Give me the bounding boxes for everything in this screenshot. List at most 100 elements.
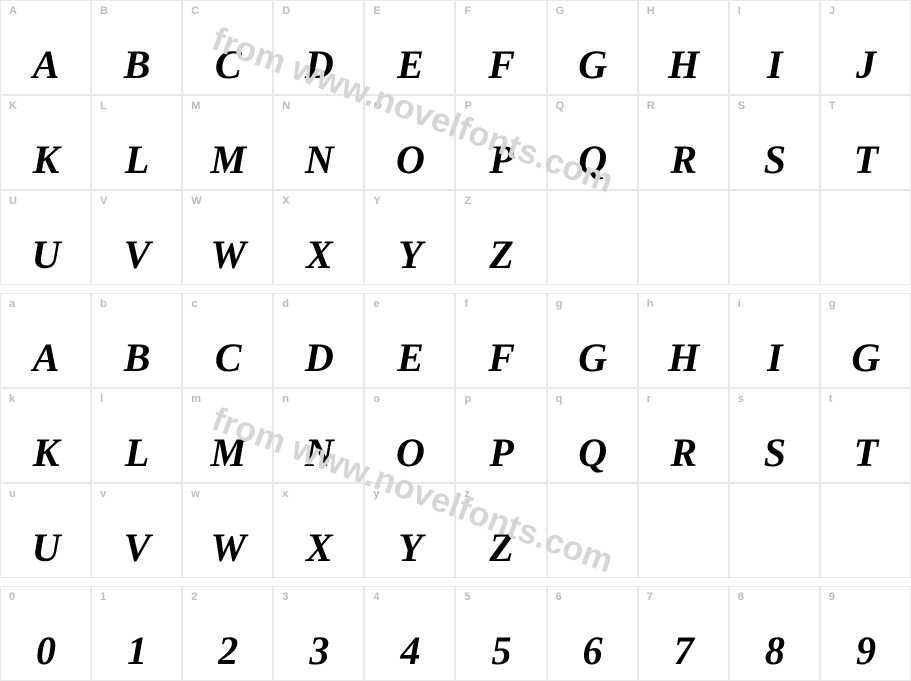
glyph-cell: FF: [455, 0, 546, 95]
glyph-cell: dD: [273, 293, 364, 388]
glyph-char: X: [274, 231, 363, 278]
glyph-char: C: [183, 334, 272, 381]
glyph-key-label: V: [100, 195, 107, 207]
glyph-cell: BB: [91, 0, 182, 95]
glyph-cell: zZ: [455, 483, 546, 578]
glyph-char: K: [1, 136, 90, 183]
glyph-char: O: [365, 429, 454, 476]
section-gap: [0, 285, 911, 293]
glyph-key-label: 9: [829, 591, 835, 603]
glyph-key-label: Z: [464, 195, 471, 207]
glyph-cell: EE: [364, 0, 455, 95]
glyph-char: D: [274, 41, 363, 88]
glyph-char: D: [274, 334, 363, 381]
glyph-cell: II: [729, 0, 820, 95]
glyph-char: L: [92, 429, 181, 476]
glyph-key-label: u: [9, 488, 16, 500]
glyph-key-label: J: [829, 5, 835, 17]
glyph-cell: oO: [364, 388, 455, 483]
glyph-cell: CC: [182, 0, 273, 95]
glyph-char: Y: [365, 524, 454, 571]
glyph-char: G: [548, 334, 637, 381]
glyph-key-label: 2: [191, 591, 197, 603]
glyph-key-label: g: [556, 298, 563, 310]
glyph-key-label: M: [191, 100, 200, 112]
glyph-char: 9: [821, 627, 910, 674]
glyph-cell: DD: [273, 0, 364, 95]
glyph-char: T: [821, 136, 910, 183]
glyph-key-label: L: [100, 100, 107, 112]
glyph-char: I: [730, 41, 819, 88]
glyph-char: 5: [456, 627, 545, 674]
glyph-cell: yY: [364, 483, 455, 578]
glyph-key-label: D: [282, 5, 290, 17]
glyph-cell: eE: [364, 293, 455, 388]
glyph-char: R: [639, 429, 728, 476]
glyph-key-label: 7: [647, 591, 653, 603]
glyph-cell: AA: [0, 0, 91, 95]
glyph-char: U: [1, 231, 90, 278]
glyph-key-label: w: [191, 488, 200, 500]
glyph-cell: [729, 190, 820, 285]
glyph-key-label: p: [464, 393, 471, 405]
glyph-cell: [547, 483, 638, 578]
glyph-key-label: I: [738, 5, 741, 17]
glyph-key-label: T: [829, 100, 836, 112]
glyph-cell: iI: [729, 293, 820, 388]
glyph-key-label: 4: [373, 591, 379, 603]
glyph-char: L: [92, 136, 181, 183]
glyph-cell: MM: [182, 95, 273, 190]
glyph-cell: kK: [0, 388, 91, 483]
glyph-cell: 88: [729, 586, 820, 681]
glyph-key-label: i: [738, 298, 741, 310]
glyph-cell: fF: [455, 293, 546, 388]
glyph-cell: mM: [182, 388, 273, 483]
glyph-char: G: [821, 334, 910, 381]
glyph-cell: SS: [729, 95, 820, 190]
glyph-char: 2: [183, 627, 272, 674]
glyph-key-label: U: [9, 195, 17, 207]
glyph-key-label: Q: [556, 100, 565, 112]
glyph-char: M: [183, 429, 272, 476]
glyph-key-label: e: [373, 298, 379, 310]
section-gap: [0, 578, 911, 586]
glyph-char: J: [821, 41, 910, 88]
glyph-key-label: a: [9, 298, 15, 310]
glyph-cell: pP: [455, 388, 546, 483]
glyph-cell: [729, 483, 820, 578]
glyph-key-label: c: [191, 298, 197, 310]
glyph-char: 7: [639, 627, 728, 674]
glyph-key-label: C: [191, 5, 199, 17]
glyph-key-label: v: [100, 488, 106, 500]
glyph-cell: UU: [0, 190, 91, 285]
glyph-char: Z: [456, 524, 545, 571]
glyph-char: 3: [274, 627, 363, 674]
section-uppercase: AABBCCDDEEFFGGHHIIJJKKLLMMNNOOPPQQRRSSTT…: [0, 0, 911, 285]
glyph-char: F: [456, 334, 545, 381]
glyph-char: M: [183, 136, 272, 183]
glyph-char: 8: [730, 627, 819, 674]
glyph-cell: 99: [820, 586, 911, 681]
glyph-cell: GG: [547, 0, 638, 95]
glyph-char: Q: [548, 429, 637, 476]
glyph-key-label: b: [100, 298, 107, 310]
glyph-char: I: [730, 334, 819, 381]
glyph-char: 1: [92, 627, 181, 674]
glyph-cell: aA: [0, 293, 91, 388]
glyph-char: Q: [548, 136, 637, 183]
glyph-char: W: [183, 231, 272, 278]
glyph-cell: rR: [638, 388, 729, 483]
glyph-char: N: [274, 136, 363, 183]
glyph-key-label: n: [282, 393, 289, 405]
glyph-char: U: [1, 524, 90, 571]
glyph-key-label: t: [829, 393, 833, 405]
glyph-cell: PP: [455, 95, 546, 190]
glyph-char: 6: [548, 627, 637, 674]
glyph-cell: 77: [638, 586, 729, 681]
glyph-char: C: [183, 41, 272, 88]
glyph-cell: [638, 483, 729, 578]
glyph-char: V: [92, 231, 181, 278]
glyph-cell: [547, 190, 638, 285]
glyph-key-label: m: [191, 393, 201, 405]
glyph-key-label: q: [556, 393, 563, 405]
